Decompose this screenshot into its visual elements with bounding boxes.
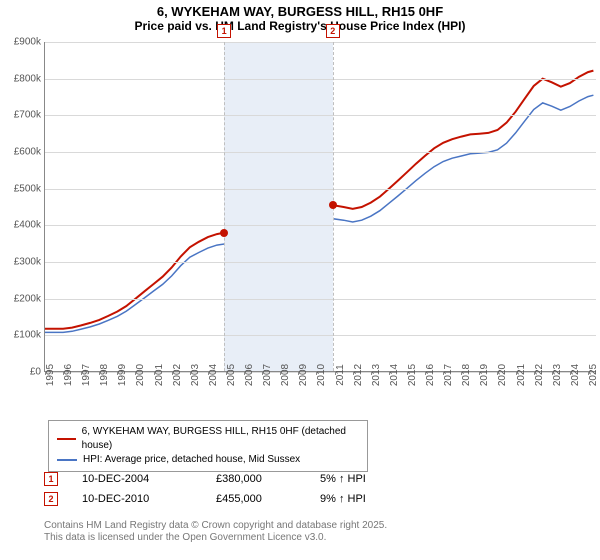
x-axis-label: 1997 xyxy=(81,364,92,386)
y-axis-label: £400k xyxy=(14,220,41,231)
x-axis-label: 1998 xyxy=(99,364,110,386)
transaction-delta: 9% ↑ HPI xyxy=(320,493,366,505)
transaction-dot xyxy=(329,201,337,209)
y-axis-label: £100k xyxy=(14,330,41,341)
y-axis-label: £600k xyxy=(14,147,41,158)
transaction-row: 1 10-DEC-2004 £380,000 5% ↑ HPI xyxy=(44,472,366,486)
attribution-line: Contains HM Land Registry data © Crown c… xyxy=(44,520,387,532)
transaction-row: 2 10-DEC-2010 £455,000 9% ↑ HPI xyxy=(44,492,366,506)
gridline xyxy=(45,152,596,153)
x-axis-label: 2021 xyxy=(516,364,527,386)
y-axis-label: £500k xyxy=(14,183,41,194)
legend-swatch xyxy=(57,438,76,440)
shaded-band xyxy=(224,42,333,371)
gridline xyxy=(45,115,596,116)
y-axis-label: £800k xyxy=(14,73,41,84)
gridline xyxy=(45,335,596,336)
gridline xyxy=(45,42,596,43)
gridline xyxy=(45,189,596,190)
transaction-marker: 1 xyxy=(44,472,58,486)
legend-swatch xyxy=(57,459,77,461)
x-axis-label: 2014 xyxy=(389,364,400,386)
y-axis-label: £0 xyxy=(30,367,41,378)
x-axis-label: 2017 xyxy=(443,364,454,386)
x-axis-label: 1999 xyxy=(117,364,128,386)
x-axis-label: 2011 xyxy=(335,364,346,386)
plot-area: £0£100k£200k£300k£400k£500k£600k£700k£80… xyxy=(44,42,596,372)
x-axis-label: 2019 xyxy=(479,364,490,386)
y-axis-label: £900k xyxy=(14,37,41,48)
legend: 6, WYKEHAM WAY, BURGESS HILL, RH15 0HF (… xyxy=(48,420,368,472)
gridline xyxy=(45,299,596,300)
marker-box: 1 xyxy=(217,24,231,38)
transaction-price: £455,000 xyxy=(216,493,296,505)
x-axis-label: 2000 xyxy=(135,364,146,386)
x-axis-label: 2020 xyxy=(497,364,508,386)
transaction-delta: 5% ↑ HPI xyxy=(320,473,366,485)
x-axis-label: 2003 xyxy=(190,364,201,386)
x-axis-label: 2008 xyxy=(280,364,291,386)
x-axis-label: 2022 xyxy=(534,364,545,386)
x-axis-label: 2012 xyxy=(353,364,364,386)
x-axis-label: 2007 xyxy=(262,364,273,386)
x-axis-label: 2013 xyxy=(371,364,382,386)
x-axis-label: 2004 xyxy=(208,364,219,386)
x-axis-label: 2010 xyxy=(316,364,327,386)
y-axis-label: £300k xyxy=(14,257,41,268)
legend-label: HPI: Average price, detached house, Mid … xyxy=(83,453,300,467)
x-axis-label: 2024 xyxy=(570,364,581,386)
x-axis-label: 1995 xyxy=(45,364,56,386)
x-axis-label: 2009 xyxy=(298,364,309,386)
x-axis-label: 2005 xyxy=(226,364,237,386)
x-axis-label: 1996 xyxy=(63,364,74,386)
gridline xyxy=(45,262,596,263)
transaction-date: 10-DEC-2010 xyxy=(82,493,192,505)
transaction-dot xyxy=(220,229,228,237)
x-axis-label: 2018 xyxy=(461,364,472,386)
transaction-date: 10-DEC-2004 xyxy=(82,473,192,485)
x-axis-label: 2025 xyxy=(588,364,599,386)
y-axis-label: £700k xyxy=(14,110,41,121)
x-axis-label: 2023 xyxy=(552,364,563,386)
attribution: Contains HM Land Registry data © Crown c… xyxy=(44,520,387,544)
attribution-line: This data is licensed under the Open Gov… xyxy=(44,532,387,544)
transactions: 1 10-DEC-2004 £380,000 5% ↑ HPI 2 10-DEC… xyxy=(44,466,366,506)
x-axis-label: 2015 xyxy=(407,364,418,386)
transaction-price: £380,000 xyxy=(216,473,296,485)
y-axis-label: £200k xyxy=(14,293,41,304)
gridline xyxy=(45,79,596,80)
x-axis-label: 2001 xyxy=(154,364,165,386)
marker-vertical-line xyxy=(224,42,225,371)
legend-label: 6, WYKEHAM WAY, BURGESS HILL, RH15 0HF (… xyxy=(82,425,359,453)
x-axis-label: 2016 xyxy=(425,364,436,386)
legend-item: 6, WYKEHAM WAY, BURGESS HILL, RH15 0HF (… xyxy=(57,425,359,453)
transaction-marker: 2 xyxy=(44,492,58,506)
x-axis-label: 2002 xyxy=(172,364,183,386)
x-axis-label: 2006 xyxy=(244,364,255,386)
chart-title: 6, WYKEHAM WAY, BURGESS HILL, RH15 0HF xyxy=(0,0,600,19)
legend-item: HPI: Average price, detached house, Mid … xyxy=(57,453,359,467)
gridline xyxy=(45,225,596,226)
chart-area: £0 £100k £200k £300k £400k £500k £600k £700k £80… xyxy=(0,42,600,412)
chart-subtitle: Price paid vs. HM Land Registry's House … xyxy=(0,19,600,37)
marker-box: 2 xyxy=(326,24,340,38)
